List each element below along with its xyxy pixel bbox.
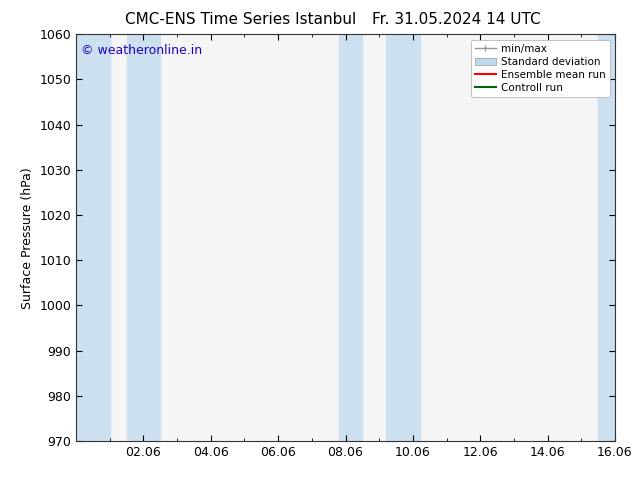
Legend: min/max, Standard deviation, Ensemble mean run, Controll run: min/max, Standard deviation, Ensemble me… xyxy=(470,40,610,97)
Y-axis label: Surface Pressure (hPa): Surface Pressure (hPa) xyxy=(21,167,34,309)
Bar xyxy=(386,34,420,441)
Text: © weatheronline.in: © weatheronline.in xyxy=(81,45,203,57)
Bar xyxy=(127,34,160,441)
Bar xyxy=(598,34,615,441)
Text: CMC-ENS Time Series Istanbul: CMC-ENS Time Series Istanbul xyxy=(126,12,356,27)
Text: Fr. 31.05.2024 14 UTC: Fr. 31.05.2024 14 UTC xyxy=(372,12,541,27)
Bar xyxy=(339,34,363,441)
Bar xyxy=(76,34,110,441)
